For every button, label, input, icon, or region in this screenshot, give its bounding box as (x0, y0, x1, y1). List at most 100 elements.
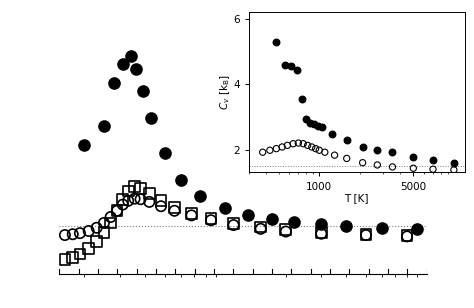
Point (93, 239, 100, 244)
Point (221, 206, 229, 211)
Point (137, 186, 145, 191)
Point (410, 154, 417, 159)
Point (76, 231, 84, 236)
Point (188, 211, 195, 216)
Point (230, 223, 237, 228)
Point (283, 143, 291, 148)
Point (76, 251, 84, 256)
Point (257, 225, 264, 229)
Point (93, 225, 100, 230)
Point (295, 140, 302, 145)
Point (293, 67, 301, 72)
Point (107, 214, 114, 219)
Point (403, 234, 411, 239)
Point (362, 232, 370, 237)
Point (107, 221, 114, 225)
Point (318, 230, 325, 235)
Point (132, 67, 140, 72)
Point (450, 168, 458, 172)
Y-axis label: $C_v\ [\mathrm{k_B}]$: $C_v\ [\mathrm{k_B}]$ (218, 75, 232, 110)
Point (119, 202, 127, 207)
Point (278, 144, 286, 149)
Point (316, 148, 323, 153)
Point (230, 221, 237, 226)
Point (450, 161, 458, 166)
Point (188, 213, 195, 218)
Point (171, 205, 178, 210)
Point (282, 62, 289, 67)
Point (259, 150, 266, 155)
Point (131, 184, 138, 189)
Point (139, 88, 146, 93)
Point (362, 233, 370, 237)
Point (374, 148, 381, 153)
Point (100, 221, 108, 225)
Point (196, 193, 204, 198)
Point (343, 138, 350, 143)
Point (245, 213, 252, 217)
Point (298, 96, 305, 101)
Point (308, 144, 316, 149)
Point (85, 246, 92, 251)
Point (343, 224, 350, 229)
Point (310, 122, 318, 127)
Point (207, 217, 215, 221)
Point (171, 208, 178, 213)
Point (318, 222, 325, 227)
Point (113, 208, 121, 213)
Point (389, 164, 396, 169)
Point (146, 200, 153, 205)
Point (100, 124, 108, 128)
Point (157, 198, 165, 203)
Point (288, 64, 295, 69)
Point (146, 191, 153, 196)
Point (131, 196, 138, 201)
Point (378, 225, 386, 230)
Point (113, 208, 121, 213)
Point (403, 233, 411, 238)
Point (69, 232, 76, 237)
Point (389, 150, 396, 155)
Point (110, 80, 118, 85)
Point (147, 115, 155, 120)
Point (124, 198, 132, 203)
Point (374, 163, 381, 168)
Point (137, 197, 145, 202)
Point (119, 61, 127, 66)
Point (81, 142, 88, 147)
Point (314, 124, 322, 128)
Point (124, 188, 132, 194)
Point (291, 219, 298, 224)
Point (100, 230, 108, 235)
Point (304, 143, 311, 148)
Point (318, 231, 325, 236)
Point (410, 166, 417, 171)
Point (85, 229, 92, 233)
Point (429, 158, 437, 163)
Point (177, 177, 184, 182)
Point (331, 153, 338, 158)
Point (429, 167, 437, 172)
Point (321, 150, 328, 155)
Point (207, 218, 215, 223)
Point (257, 226, 264, 231)
Point (302, 116, 310, 121)
Point (61, 257, 69, 262)
Point (343, 156, 350, 161)
X-axis label: T [K]: T [K] (345, 193, 369, 203)
Point (289, 141, 297, 146)
Point (268, 217, 275, 221)
Point (282, 229, 290, 234)
Point (307, 120, 314, 125)
Point (273, 39, 280, 44)
Point (359, 144, 366, 149)
Point (282, 227, 290, 232)
Point (414, 226, 421, 231)
Point (69, 255, 76, 260)
Point (273, 146, 280, 151)
Point (319, 125, 326, 130)
Point (127, 53, 135, 58)
Point (119, 197, 127, 202)
Point (312, 146, 319, 151)
Point (300, 141, 307, 146)
